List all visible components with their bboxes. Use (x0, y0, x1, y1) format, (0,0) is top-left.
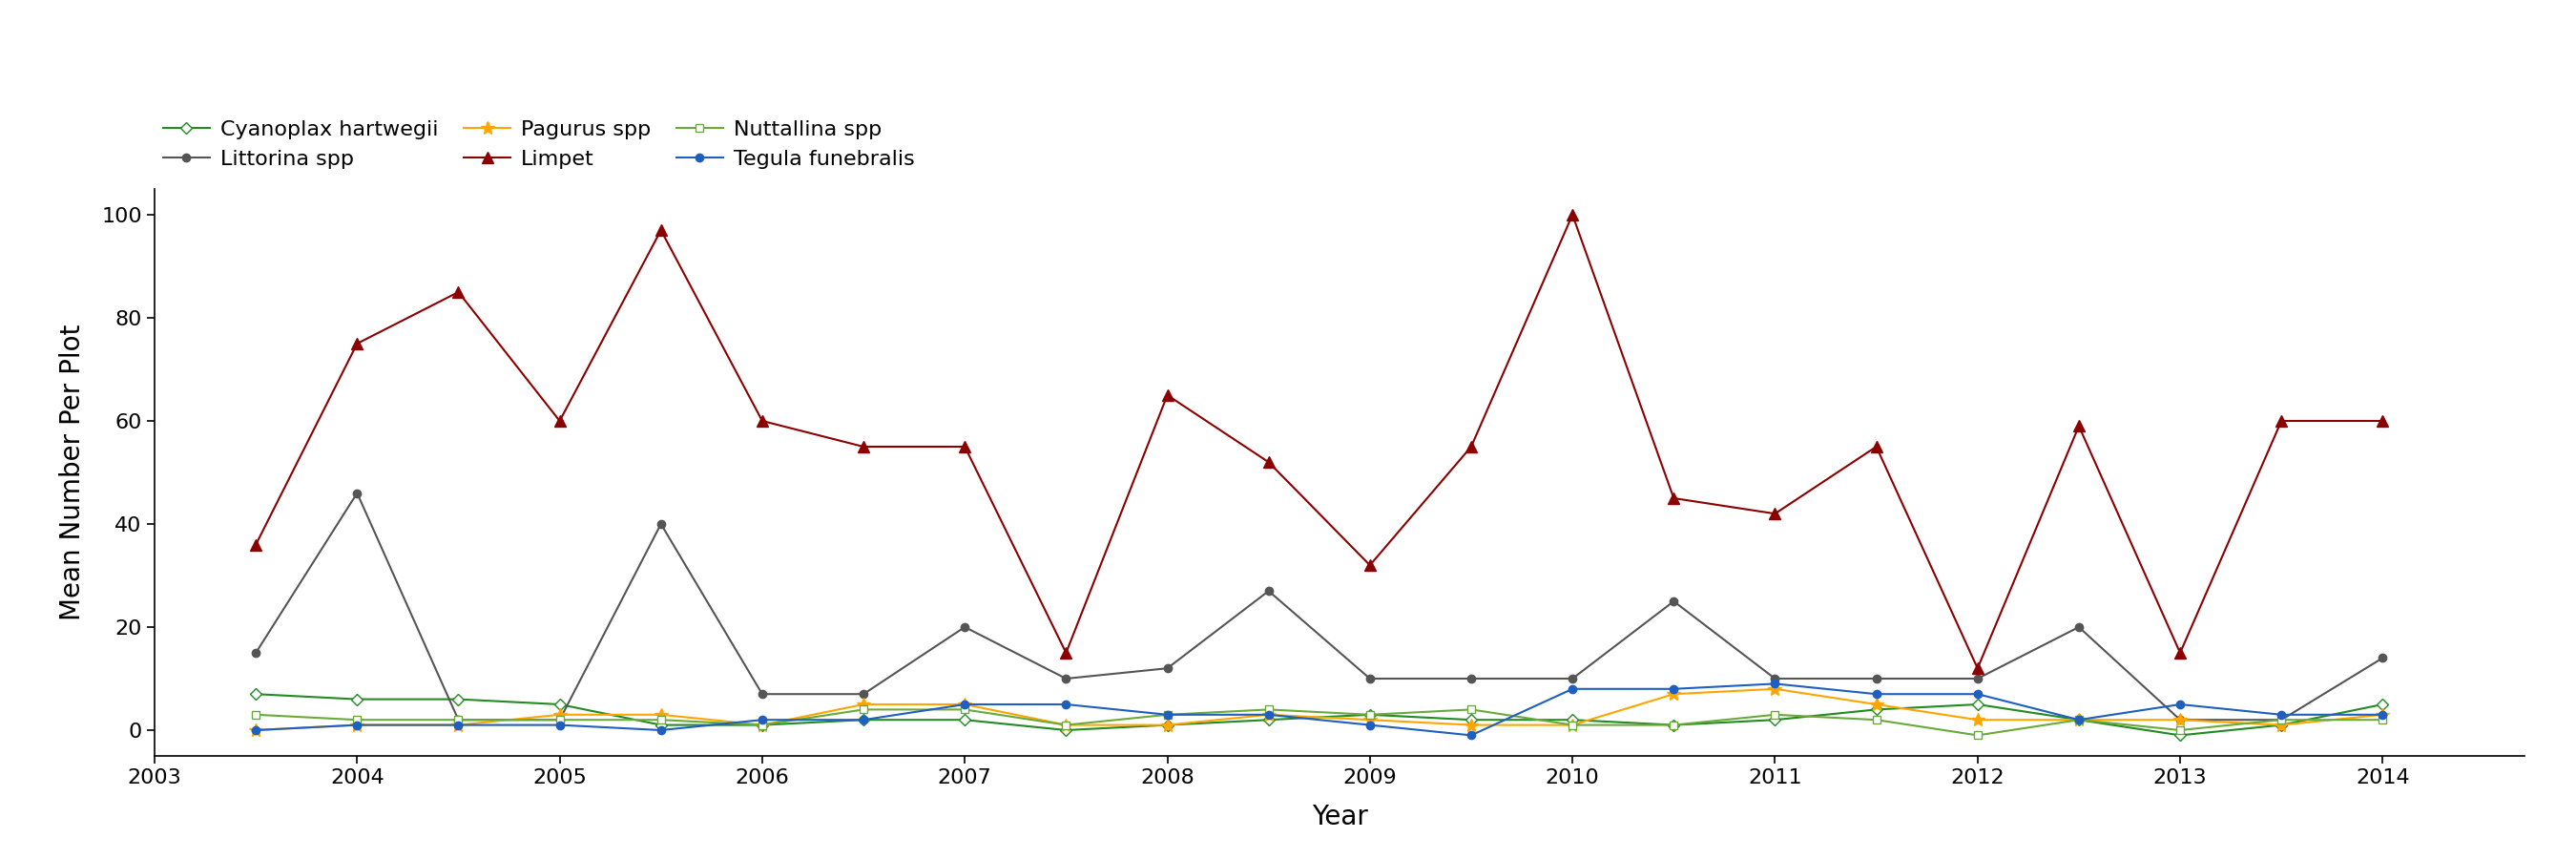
Y-axis label: Mean Number Per Plot: Mean Number Per Plot (59, 325, 85, 620)
Legend: Cyanoplax hartwegii, Littorina spp, Pagurus spp, Limpet, Nuttallina spp, Tegula : Cyanoplax hartwegii, Littorina spp, Pagu… (155, 112, 922, 178)
X-axis label: Year: Year (1311, 803, 1368, 831)
